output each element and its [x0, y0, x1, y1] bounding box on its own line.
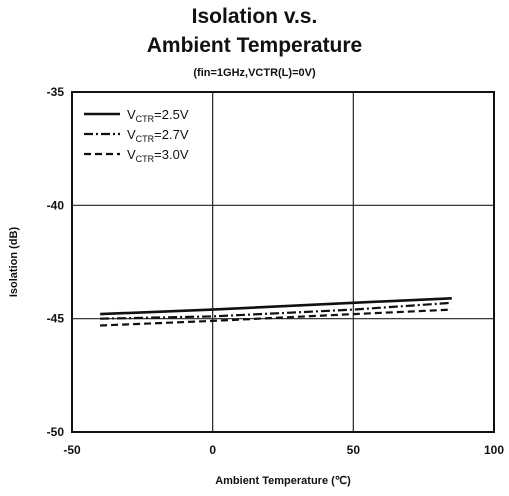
legend-label-main: V — [127, 107, 136, 122]
x-tick-label: -50 — [63, 443, 81, 457]
ticks-layer: -50 0 50 100 -35 -40 -45 -50 — [47, 85, 505, 457]
x-tick-label: 100 — [484, 443, 504, 457]
legend-label-subscript: CTR — [136, 134, 155, 144]
legend-label-main: V — [127, 147, 136, 162]
x-tick-label: 0 — [209, 443, 216, 457]
series-layer — [100, 297, 452, 327]
chart-subtitle: (fin=1GHz,VCTR(L)=0V) — [193, 67, 316, 79]
chart-title-line2: Ambient Temperature — [146, 34, 363, 57]
grid-layer — [72, 92, 494, 432]
legend-label: VCTR=3.0V — [127, 147, 189, 164]
legend-label-subscript: CTR — [136, 154, 155, 164]
plot-frame — [71, 91, 495, 433]
y-tick-label: -40 — [47, 198, 65, 212]
legend-label: VCTR=2.7V — [127, 127, 189, 144]
y-axis-label: Isolation (dB) — [8, 227, 20, 298]
series-line-2 — [100, 301, 452, 320]
y-tick-label: -45 — [47, 312, 65, 326]
series-line-3 — [100, 308, 452, 327]
legend-label-value: =2.7V — [154, 127, 189, 142]
x-axis-label: Ambient Temperature (℃) — [215, 475, 351, 487]
legend-label-value: =2.5V — [154, 107, 189, 122]
legend-label-value: =3.0V — [154, 147, 189, 162]
legend-label: VCTR=2.5V — [127, 107, 189, 124]
x-tick-label: 50 — [347, 443, 361, 457]
legend-label-subscript: CTR — [136, 114, 155, 124]
chart-title-line1: Isolation v.s. — [191, 5, 318, 28]
y-tick-label: -50 — [47, 425, 65, 439]
legend-label-main: V — [127, 127, 136, 142]
series-line-1 — [100, 297, 452, 316]
y-tick-label: -35 — [47, 85, 65, 99]
